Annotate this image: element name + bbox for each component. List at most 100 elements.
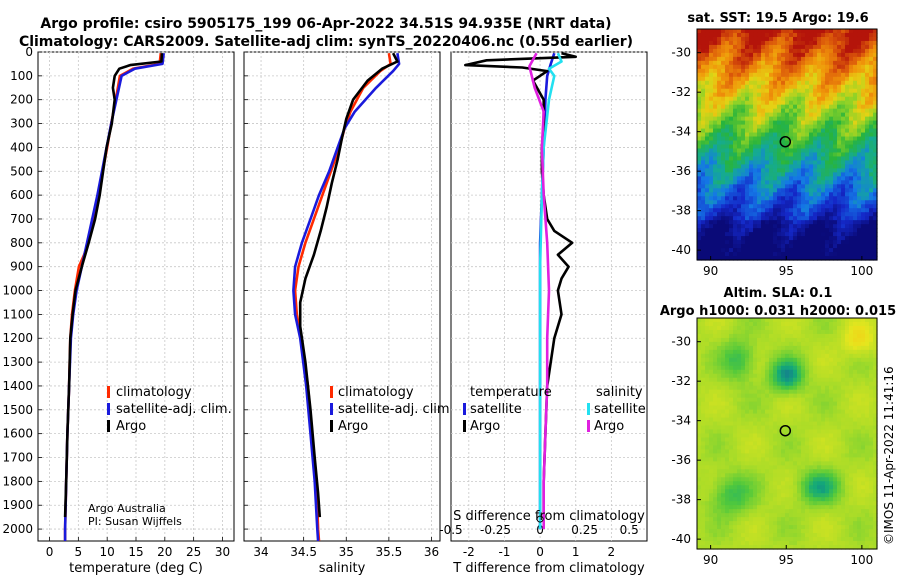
heatmap-cell [733,325,738,331]
heatmap-cell [841,413,846,419]
heatmap-cell [713,441,718,447]
heatmap-cell [865,128,870,134]
heatmap-cell [869,32,874,38]
heatmap-cell [805,385,810,391]
heatmap-cell [717,56,722,62]
heatmap-cell [761,36,766,42]
heatmap-cell [721,224,726,229]
heatmap-cell [757,168,762,173]
heatmap-cell [733,148,738,154]
heatmap-cell [709,433,714,439]
heatmap-cell [825,457,830,462]
heatmap-cell [861,180,866,185]
heatmap-cell [817,318,822,323]
heatmap-cell [761,321,766,327]
x-tick-label: 34 [253,545,268,559]
heatmap-cell [797,493,802,498]
heatmap-cell [817,108,822,114]
heatmap-cell [749,128,754,134]
heatmap-cell [745,116,750,122]
heatmap-cell [865,196,870,201]
heatmap-cell [825,489,830,494]
heatmap-cell [853,100,858,106]
heatmap-cell [793,156,798,162]
heatmap-cell [749,469,754,474]
heatmap-cell [849,228,854,233]
heatmap-cell [869,36,874,42]
heatmap-cell [793,52,798,58]
heatmap-cell [841,433,846,439]
heatmap-cell [833,172,838,177]
heatmap-cell [809,333,814,339]
heatmap-cell [825,240,830,245]
heatmap-cell [725,180,730,185]
heatmap-cell [709,445,714,451]
heatmap-cell [861,461,866,466]
heatmap-cell [709,425,714,431]
heatmap-cell [701,88,706,94]
heatmap-cell [749,433,754,439]
heatmap-cell [845,393,850,399]
heatmap-cell [749,353,754,359]
heatmap-cell [773,341,778,347]
heatmap-cell [805,353,810,359]
heatmap-cell [817,401,822,407]
heatmap-cell [825,208,830,213]
heatmap-cell [741,196,746,201]
heatmap-cell [825,441,830,447]
heatmap-cell [841,361,846,367]
heatmap-cell [841,333,846,339]
heatmap-cell [869,445,874,451]
heatmap-cell [809,318,814,323]
heatmap-cell [841,409,846,415]
heatmap-cell [849,212,854,217]
heatmap-cell [857,68,862,74]
heatmap-cell [809,373,814,379]
heatmap-cell [709,329,714,335]
heatmap-cell [785,325,790,331]
heatmap-cell [709,429,714,435]
heatmap-cell [729,76,734,82]
heatmap-cell [869,493,874,498]
heatmap-cell [697,200,702,205]
heatmap-cell [725,116,730,122]
heatmap-cell [817,152,822,158]
heatmap-cell [737,148,742,154]
heatmap-cell [809,116,814,122]
heatmap-cell [865,208,870,213]
heatmap-cell [749,409,754,415]
heatmap-cell [873,216,878,221]
heatmap-cell [749,318,754,323]
heatmap-cell [753,200,758,205]
heatmap-cell [769,72,774,78]
heatmap-cell [809,180,814,185]
heatmap-cell [841,232,846,237]
heatmap-cell [837,497,842,502]
heatmap-cell [757,252,762,257]
heatmap-cell [745,88,750,94]
heatmap-cell [697,256,702,261]
heatmap-cell [761,393,766,399]
heatmap-cell [817,188,822,193]
heatmap-cell [809,48,814,54]
heatmap-cell [697,132,702,138]
heatmap-cell [781,377,786,383]
heatmap-cell [785,377,790,383]
heatmap-cell [721,144,726,150]
heatmap-cell [853,172,858,177]
heatmap-cell [817,164,822,169]
heatmap-cell [789,44,794,50]
heatmap-cell [737,425,742,431]
heatmap-cell [725,433,730,439]
heatmap-cell [745,421,750,427]
heatmap-cell [805,489,810,494]
heatmap-cell [785,256,790,261]
heatmap-cell [805,176,810,181]
heatmap-cell [869,361,874,367]
heatmap-cell [793,180,798,185]
heatmap-cell [709,461,714,466]
heatmap-cell [785,321,790,327]
heatmap-cell [697,184,702,189]
heatmap-cell [833,112,838,118]
heatmap-cell [829,393,834,399]
